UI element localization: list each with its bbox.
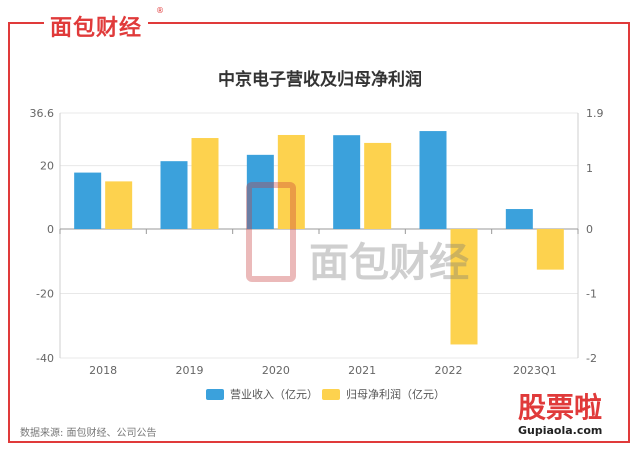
legend: 营业收入（亿元） 归母净利润（亿元） (0, 384, 640, 404)
bar-revenue (246, 154, 274, 229)
corner-logo: 股票啦 Gupiaola.com (518, 391, 636, 438)
x-tick-label: 2020 (262, 364, 290, 377)
legend-label-profit: 归母净利润（亿元） (346, 388, 445, 401)
x-tick-label: 2022 (435, 364, 463, 377)
x-tick-label: 2019 (176, 364, 204, 377)
y-left-tick-label: 36.6 (30, 107, 55, 120)
bar-revenue (160, 161, 188, 229)
bar-revenue (419, 131, 447, 229)
chart-frame (8, 22, 630, 443)
brand-logo: 面包财经 (44, 10, 149, 42)
watermark: 面包财经 (246, 182, 469, 288)
legend-swatch-profit (322, 388, 340, 400)
y-right-tick-label: 1.9 (586, 107, 604, 120)
header: 面包财经 ® (0, 0, 640, 60)
corner-logo-name: 股票啦 (518, 391, 603, 424)
y-right-tick-label: 1 (586, 162, 593, 175)
watermark-text: 面包财经 (309, 240, 470, 286)
legend-item-profit: 归母净利润（亿元） (322, 386, 445, 402)
bar-profit (105, 181, 133, 229)
bar-revenue (505, 209, 533, 229)
chart-title: 中京电子营收及归母净利润 (218, 70, 422, 90)
y-right-tick-label: -2 (586, 352, 597, 365)
bar-profit (450, 229, 478, 345)
y-left-tick-label: -40 (36, 352, 54, 365)
data-source: 数据来源: 面包财经、公司公告 (20, 428, 157, 439)
y-left-tick-label: 20 (40, 160, 54, 173)
bar-profit (191, 138, 219, 229)
y-right-tick-label: -1 (586, 288, 597, 301)
registered-mark: ® (156, 6, 164, 15)
y-left-tick-label: -20 (36, 288, 54, 301)
corner-logo-site: Gupiaola.com (518, 424, 603, 437)
legend-swatch-revenue (206, 388, 224, 400)
y-right-tick-label: 0 (586, 223, 593, 236)
watermark-box-icon (246, 182, 296, 282)
bar-revenue (333, 135, 361, 229)
bar-revenue (74, 172, 102, 229)
legend-item-revenue: 营业收入（亿元） (206, 386, 318, 402)
y-left-tick-label: 0 (47, 223, 54, 236)
legend-label-revenue: 营业收入（亿元） (230, 388, 318, 401)
bar-profit (536, 229, 564, 270)
x-tick-label: 2023Q1 (513, 364, 557, 377)
x-tick-label: 2021 (348, 364, 376, 377)
bar-profit (277, 134, 305, 229)
x-tick-label: 2018 (89, 364, 117, 377)
bar-profit (364, 142, 392, 229)
